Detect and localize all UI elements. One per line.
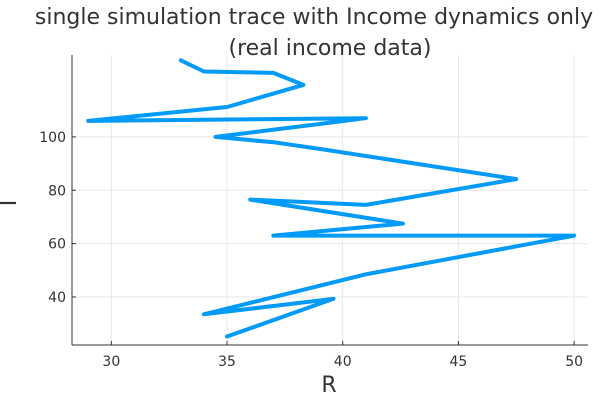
series-line-0 [86,58,577,339]
x-tick-label-30: 30 [102,354,120,370]
x-axis-label: R [321,373,336,398]
x-tick-label-40: 40 [334,354,352,370]
x-tick-label-50: 50 [565,354,583,370]
x-tick-label-45: 45 [450,354,468,370]
y-tick-label-40: 40 [48,290,66,306]
y-axis-label: I [0,200,22,207]
y-tick-label-80: 80 [48,183,66,199]
y-tick-label-60: 60 [48,237,66,253]
grid [72,55,588,345]
chart-title: single simulation trace with Income dyna… [35,5,593,30]
series-layer [86,58,577,339]
ticks: 30 35 40 45 50 40 60 80 100 [39,130,583,370]
chart-subtitle: (real income data) [229,36,432,61]
y-tick-label-100: 100 [39,130,66,146]
x-tick-label-35: 35 [218,354,236,370]
